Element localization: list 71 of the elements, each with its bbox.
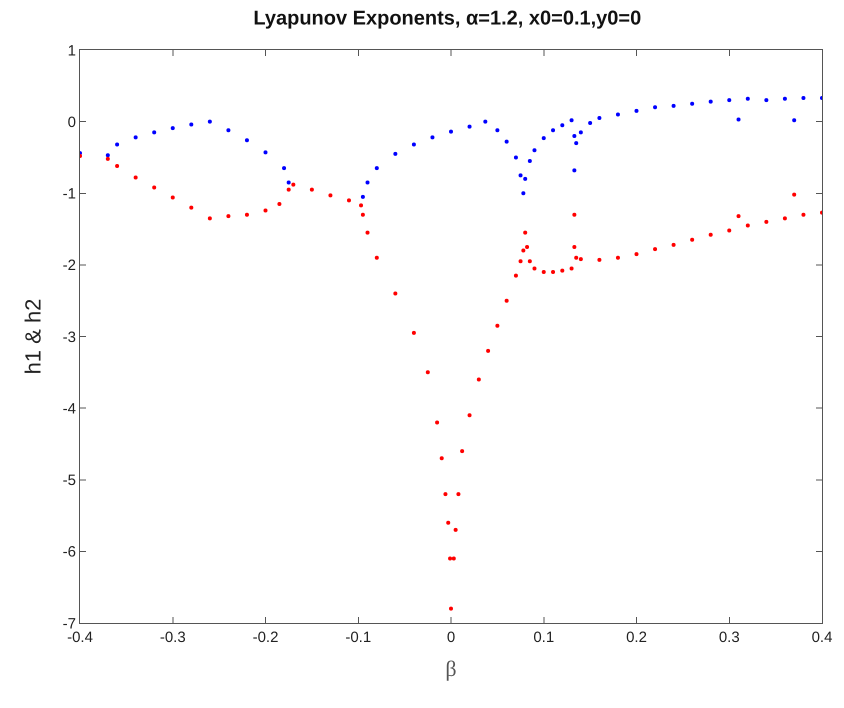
x-tick-label: 0.3 [718, 629, 740, 646]
y-axis-title: h1 & h2 [20, 298, 46, 374]
chart-title: Lyapunov Exponents, α=1.2, x0=0.1,y0=0 [253, 8, 642, 30]
y-tick-label: -1 [62, 186, 76, 202]
point [430, 135, 434, 140]
y-tick-label: -5 [62, 472, 76, 489]
point [736, 117, 741, 122]
x-tick-label: -0.1 [345, 629, 372, 646]
point [727, 98, 732, 102]
point [588, 121, 592, 126]
x-tick-label: -0.3 [160, 629, 186, 646]
y-tick-label: -4 [62, 400, 76, 418]
point [366, 180, 370, 185]
point [764, 98, 768, 102]
point [532, 148, 536, 152]
point [468, 124, 472, 129]
point [690, 102, 694, 106]
y-tick-label: -2 [62, 257, 76, 274]
y-tick-label: 0 [68, 114, 76, 131]
point [518, 173, 523, 178]
point [208, 120, 212, 124]
point [495, 128, 500, 132]
x-tick-label: 0 [446, 629, 456, 646]
point [708, 100, 713, 104]
point [792, 118, 796, 122]
y-tick-label: -6 [62, 544, 76, 561]
point [360, 194, 365, 199]
point [634, 108, 638, 113]
point [226, 128, 230, 132]
point [393, 152, 398, 156]
x-tick-label: 0.2 [626, 629, 647, 646]
x-tick-label: -0.2 [252, 629, 278, 646]
x-tick-label: 0.4 [812, 629, 832, 646]
point [521, 191, 526, 196]
point [746, 96, 750, 101]
point [170, 126, 175, 130]
point [106, 153, 110, 158]
point [115, 142, 120, 147]
point [504, 140, 509, 144]
point [412, 142, 416, 147]
point [264, 150, 268, 154]
point [189, 122, 194, 126]
point [483, 120, 488, 124]
point [782, 96, 787, 101]
point [152, 130, 156, 134]
point [616, 112, 620, 116]
point [578, 130, 583, 134]
point [572, 134, 576, 138]
point [572, 168, 576, 172]
x-axis-title: β [445, 656, 457, 681]
x-tick-label: 0.1 [533, 629, 554, 646]
point [244, 138, 249, 142]
point [570, 118, 574, 122]
point [551, 128, 556, 132]
point [282, 166, 286, 170]
point [672, 104, 676, 108]
point [523, 176, 528, 181]
point [801, 96, 806, 100]
point [574, 141, 578, 146]
point [653, 105, 658, 110]
point [597, 116, 602, 120]
point [514, 155, 518, 160]
point [374, 166, 379, 170]
point [560, 123, 564, 128]
point [528, 159, 532, 164]
point [449, 130, 453, 134]
point [134, 135, 138, 140]
point [542, 136, 546, 140]
y-tick-label: 1 [68, 42, 76, 60]
y-tick-label: -3 [62, 328, 76, 346]
point [286, 180, 291, 185]
